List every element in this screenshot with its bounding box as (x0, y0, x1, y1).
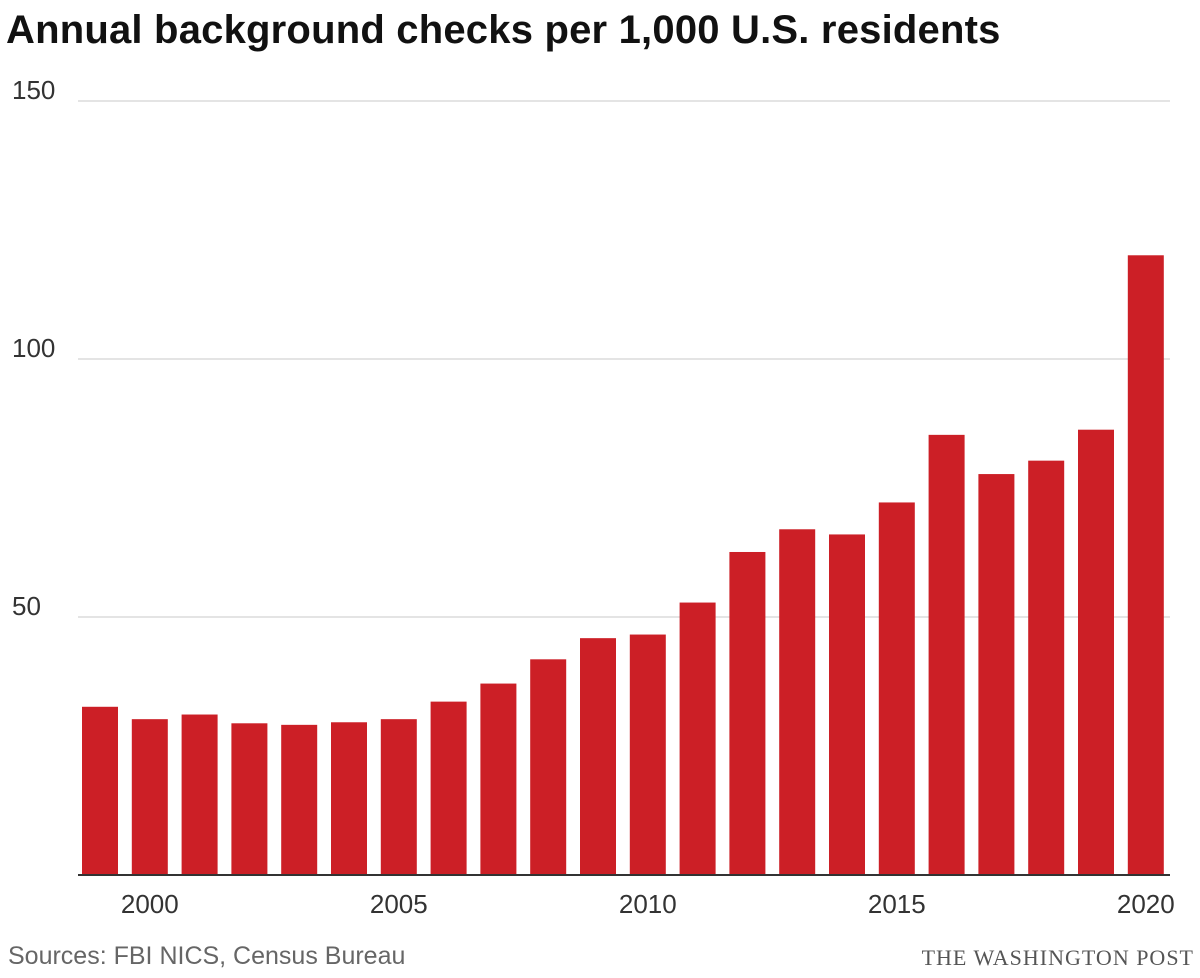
bar-2000 (131, 719, 168, 875)
x-tick-label: 2015 (868, 889, 926, 919)
bar-2016 (928, 434, 965, 875)
chart-title: Annual background checks per 1,000 U.S. … (6, 8, 1001, 52)
bar-2005 (380, 719, 417, 875)
y-tick-label: 100 (12, 333, 55, 363)
bar-2020 (1127, 255, 1164, 875)
source-note: Sources: FBI NICS, Census Bureau (8, 942, 406, 970)
bar-2011 (679, 602, 716, 875)
bar-chart: 50 100 150 2000 2005 2010 2015 2020 (12, 75, 1175, 919)
x-tick-label: 2000 (121, 889, 179, 919)
bar-2013 (779, 529, 816, 875)
bar-2010 (629, 634, 666, 875)
bar-2012 (729, 551, 766, 875)
x-tick-label: 2020 (1117, 889, 1175, 919)
bar-2004 (331, 722, 367, 875)
bar-2019 (1078, 429, 1114, 875)
bar-2017 (978, 474, 1015, 875)
bar-2018 (1028, 460, 1065, 875)
bar-2009 (580, 638, 616, 875)
bar-2008 (530, 659, 567, 875)
bar-2014 (829, 534, 865, 875)
bar-2003 (281, 724, 318, 875)
bar-2007 (480, 683, 517, 875)
publisher-credit: THE WASHINGTON POST (921, 945, 1194, 970)
y-tick-label: 150 (12, 75, 55, 105)
bar-2006 (430, 701, 467, 875)
y-tick-label: 50 (12, 591, 41, 621)
bar-2002 (231, 723, 268, 875)
bar-1999 (82, 706, 118, 875)
x-tick-label: 2010 (619, 889, 677, 919)
bar-2015 (878, 502, 915, 875)
bar-2001 (181, 714, 218, 875)
x-tick-label: 2005 (370, 889, 428, 919)
